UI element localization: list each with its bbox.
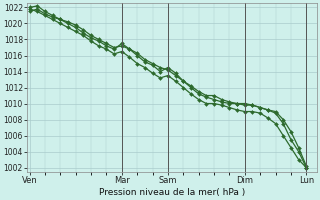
X-axis label: Pression niveau de la mer( hPa ): Pression niveau de la mer( hPa ) bbox=[99, 188, 245, 197]
